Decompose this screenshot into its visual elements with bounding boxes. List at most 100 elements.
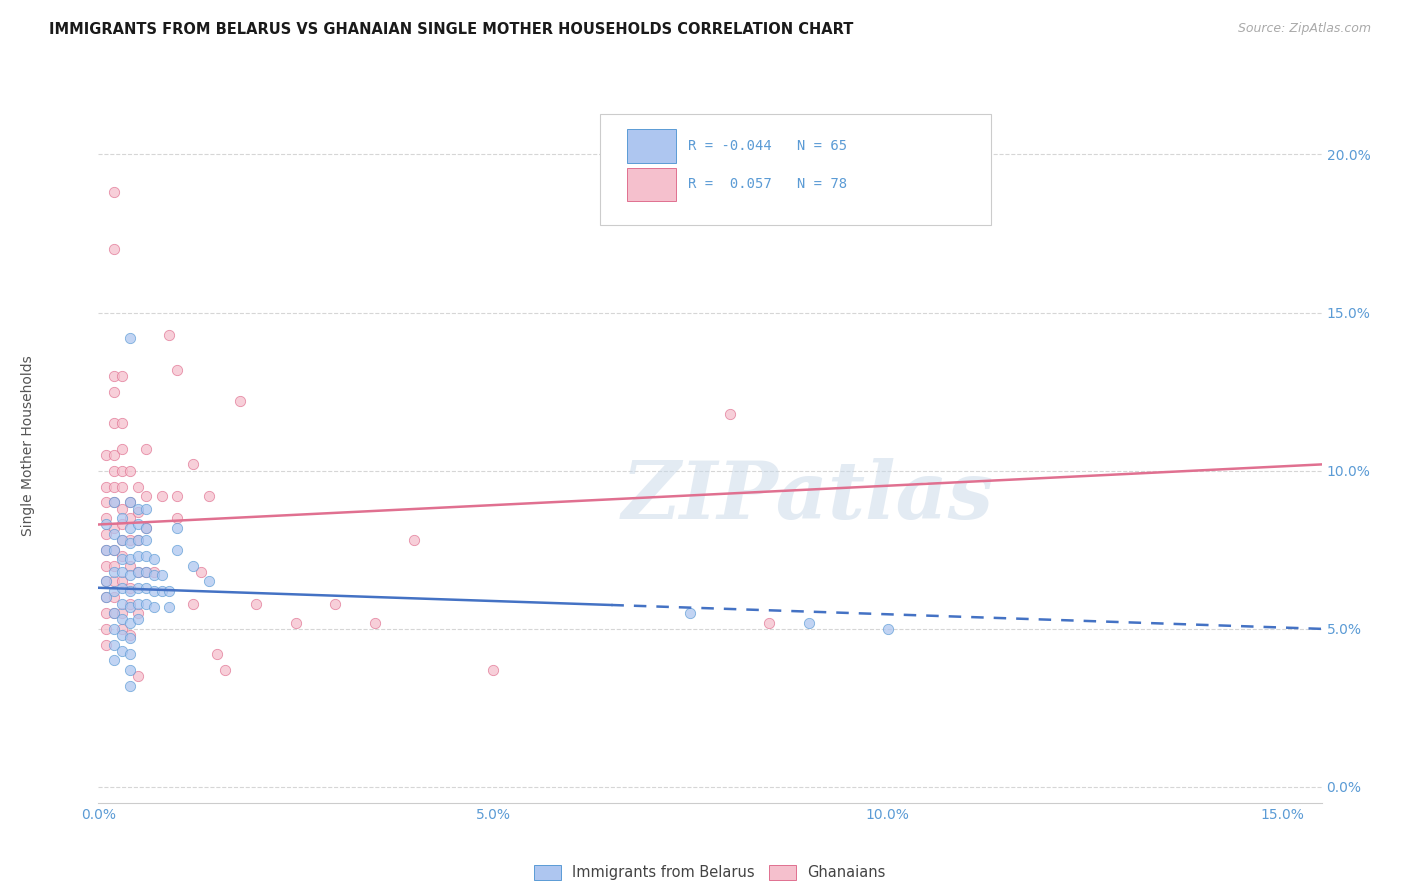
Point <box>135 565 157 579</box>
Point <box>127 533 149 548</box>
Point <box>103 243 125 257</box>
Point <box>103 606 125 620</box>
Point <box>111 417 134 431</box>
Point <box>96 495 118 509</box>
Point <box>166 489 188 503</box>
Point <box>103 417 125 431</box>
Point <box>166 511 188 525</box>
Point <box>118 536 141 550</box>
Point <box>96 574 118 589</box>
Point <box>135 581 157 595</box>
Point <box>679 606 702 620</box>
Point <box>111 612 134 626</box>
Point <box>96 511 118 525</box>
Point <box>150 568 173 582</box>
Point <box>111 606 134 620</box>
Point <box>111 533 134 548</box>
Point <box>111 552 134 566</box>
Point <box>111 533 134 548</box>
Point <box>103 622 125 636</box>
Point <box>142 583 165 598</box>
Point <box>103 574 125 589</box>
Point <box>118 558 141 573</box>
Point <box>118 495 141 509</box>
Point <box>103 495 125 509</box>
Point <box>103 495 125 509</box>
Point <box>127 517 149 532</box>
Point <box>118 533 141 548</box>
Point <box>150 583 173 598</box>
Point <box>103 448 125 462</box>
Point <box>103 583 125 598</box>
Point <box>127 501 149 516</box>
Point <box>103 591 125 605</box>
Point <box>135 501 157 516</box>
Point <box>404 533 426 548</box>
Point <box>205 647 228 661</box>
Point <box>111 581 134 595</box>
Point <box>166 362 188 376</box>
Point <box>127 505 149 519</box>
Point <box>797 615 820 630</box>
Point <box>127 549 149 563</box>
Point <box>118 599 141 614</box>
Point <box>142 552 165 566</box>
Text: R = -0.044   N = 65: R = -0.044 N = 65 <box>688 139 848 153</box>
Point <box>876 622 898 636</box>
Point <box>96 448 118 462</box>
Point <box>363 615 385 630</box>
Point <box>111 574 134 589</box>
Point <box>103 186 125 200</box>
Point <box>758 615 780 630</box>
Point <box>135 489 157 503</box>
Point <box>142 599 165 614</box>
Point <box>111 479 134 493</box>
Point <box>127 597 149 611</box>
Point <box>103 606 125 620</box>
Text: Single Mother Households: Single Mother Households <box>21 356 35 536</box>
Bar <box>627 168 676 201</box>
Point <box>135 521 157 535</box>
Point <box>135 549 157 563</box>
Point <box>142 568 165 582</box>
Point <box>96 574 118 589</box>
Point <box>135 521 157 535</box>
Point <box>245 597 267 611</box>
Point <box>159 583 181 598</box>
Point <box>96 542 118 557</box>
Point <box>198 489 221 503</box>
Point <box>96 517 118 532</box>
Point <box>229 394 252 409</box>
Point <box>718 407 741 421</box>
Text: IMMIGRANTS FROM BELARUS VS GHANAIAN SINGLE MOTHER HOUSEHOLDS CORRELATION CHART: IMMIGRANTS FROM BELARUS VS GHANAIAN SING… <box>49 22 853 37</box>
Point <box>127 606 149 620</box>
Point <box>118 552 141 566</box>
Point <box>103 464 125 478</box>
Point <box>118 615 141 630</box>
Point <box>118 583 141 598</box>
Point <box>111 565 134 579</box>
Point <box>103 542 125 557</box>
Point <box>111 628 134 642</box>
Point <box>150 489 173 503</box>
Point <box>118 597 141 611</box>
Point <box>118 464 141 478</box>
Point <box>135 565 157 579</box>
Point <box>127 479 149 493</box>
Text: R =  0.057   N = 78: R = 0.057 N = 78 <box>688 178 848 192</box>
FancyBboxPatch shape <box>600 114 991 226</box>
Point <box>111 549 134 563</box>
Point <box>127 669 149 683</box>
Point <box>111 517 134 532</box>
Point <box>118 647 141 661</box>
Point <box>118 331 141 345</box>
Point <box>190 565 212 579</box>
Point <box>118 521 141 535</box>
Point <box>96 591 118 605</box>
Point <box>111 644 134 658</box>
Point <box>96 606 118 620</box>
Point <box>103 542 125 557</box>
Point <box>198 574 221 589</box>
Point <box>111 501 134 516</box>
Point <box>103 653 125 667</box>
